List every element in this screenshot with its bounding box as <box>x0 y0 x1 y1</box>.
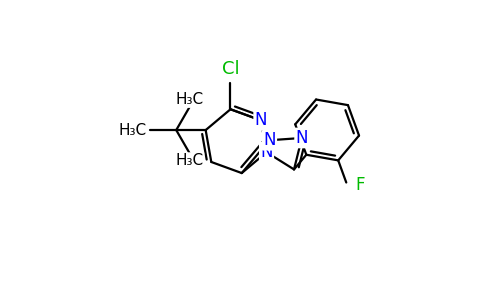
Text: F: F <box>355 176 364 194</box>
Text: N: N <box>263 131 276 149</box>
Text: H₃C: H₃C <box>175 153 204 168</box>
Text: N: N <box>296 129 308 147</box>
Text: Cl: Cl <box>222 60 239 78</box>
Text: H₃C: H₃C <box>175 92 204 107</box>
Text: N: N <box>260 143 273 161</box>
Text: N: N <box>255 111 267 129</box>
Text: H₃C: H₃C <box>119 123 147 138</box>
